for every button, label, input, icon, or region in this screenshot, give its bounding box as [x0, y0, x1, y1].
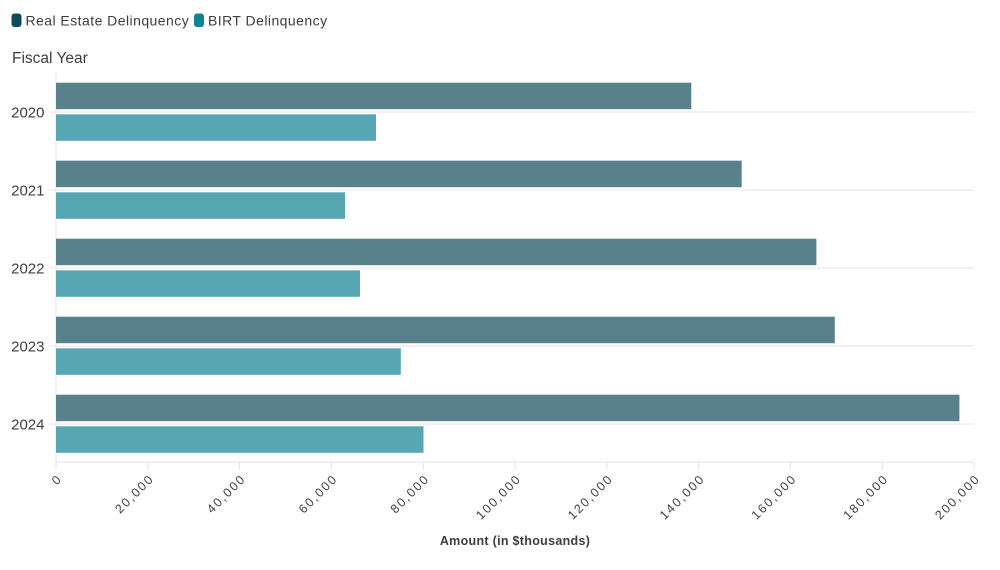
- svg-text:100,000: 100,000: [473, 472, 524, 523]
- svg-text:2020: 2020: [11, 104, 44, 121]
- svg-text:40,000: 40,000: [204, 472, 249, 517]
- svg-text:2024: 2024: [11, 416, 44, 433]
- svg-text:Fiscal Year: Fiscal Year: [12, 50, 88, 67]
- svg-text:140,000: 140,000: [657, 472, 708, 523]
- svg-text:80,000: 80,000: [388, 472, 433, 517]
- svg-text:160,000: 160,000: [749, 472, 800, 523]
- svg-text:Amount (in $thousands): Amount (in $thousands): [440, 534, 590, 548]
- svg-text:60,000: 60,000: [296, 472, 341, 517]
- svg-text:200,000: 200,000: [932, 472, 983, 523]
- svg-text:2022: 2022: [11, 260, 44, 277]
- svg-text:180,000: 180,000: [841, 472, 892, 523]
- svg-text:2023: 2023: [11, 338, 44, 355]
- svg-text:BIRT Delinquency: BIRT Delinquency: [208, 13, 328, 29]
- svg-text:120,000: 120,000: [565, 472, 616, 523]
- svg-text:Real Estate Delinquency: Real Estate Delinquency: [26, 13, 190, 29]
- svg-text:2021: 2021: [11, 182, 44, 199]
- svg-text:0: 0: [49, 472, 65, 488]
- svg-text:20,000: 20,000: [112, 472, 157, 517]
